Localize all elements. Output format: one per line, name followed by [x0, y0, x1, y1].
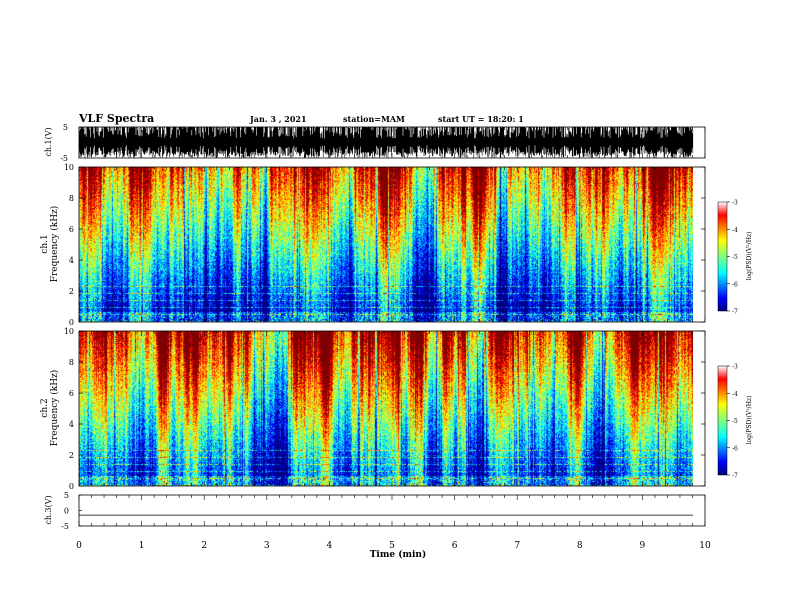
ch1-colorbar-tick-label: -7: [732, 309, 738, 316]
time-axis-label: Time (min): [370, 549, 427, 560]
ch1-spectrogram-ytick-label: 6: [69, 225, 74, 234]
ch1-spectrogram-ytick-label: 2: [69, 287, 74, 296]
x-tick-label: 4: [327, 541, 333, 551]
x-tick-label: 0: [76, 541, 82, 551]
ch2-spectrogram-ytick-label: 4: [69, 420, 74, 429]
x-tick-label: 6: [452, 541, 458, 551]
figure-title: VLF Spectra: [78, 112, 154, 125]
ch2-colorbar-label: log(PSD)(V²/Hz): [746, 396, 753, 445]
station-label: station=MAM: [343, 114, 405, 124]
time-axis-ticks: [78, 127, 706, 526]
ch2-colorbar-scale: [717, 365, 728, 476]
ch2-spectrogram-ytick-label: 10: [64, 327, 74, 336]
ch2-colorbar: -3 -4 -5 -6 -7 log(PSD)(V²/Hz): [717, 364, 753, 480]
ch1-colorbar-tick-label: -5: [732, 254, 738, 261]
ch2-spectrogram-ytick-label: 0: [69, 482, 74, 491]
x-tick-label: 5: [389, 541, 395, 551]
ch3-waveform-ylabel: ch.3(V): [44, 495, 53, 524]
ch1-colorbar-ticks: -3 -4 -5 -6 -7: [727, 200, 738, 316]
ch1-spectrogram-image: [79, 167, 693, 322]
ch2-colorbar-tick-label: -3: [732, 364, 738, 371]
start-time-label: start UT = 18:20: 1: [438, 114, 524, 124]
date-label: Jan. 3 , 2021: [249, 114, 307, 124]
ch2-colorbar-tick-label: -7: [732, 473, 738, 480]
ch2-spectrogram-image: [79, 331, 693, 486]
ch2-spectrogram-panel: 0 2 4 6 8 10 ch.2 Frequency (kHz): [40, 327, 706, 491]
ch2-colorbar-tick-label: -5: [732, 418, 738, 425]
ch1-spectrogram-panel: 0 2 4 6 8 10 ch.1 Frequency (kHz): [40, 163, 706, 327]
ch2-channel-label: ch.2: [40, 398, 50, 417]
ch1-spectrogram-ytick-label: 8: [69, 194, 74, 203]
x-tick-label: 9: [640, 541, 646, 551]
ch1-channel-label: ch.1: [40, 234, 50, 253]
ch1-colorbar-tick-label: -4: [732, 227, 738, 234]
ch1-colorbar: -3 -4 -5 -6 -7 log(PSD)(V²/Hz): [717, 200, 753, 316]
ch2-colorbar-tick-label: -4: [732, 391, 738, 398]
ch2-spectrogram-ytick-label: 8: [69, 358, 74, 367]
ch3-waveform-yticks: 5 0 -5: [61, 491, 82, 531]
ch1-colorbar-scale: [717, 201, 728, 312]
x-tick-label: 3: [264, 541, 270, 551]
ch1-colorbar-tick-label: -6: [732, 281, 738, 288]
ch1-spectrogram-ytick-label: 10: [64, 163, 74, 172]
ch2-frequency-label: Frequency (kHz): [49, 370, 60, 447]
ch1-waveform-line: [79, 127, 694, 158]
ch1-waveform-panel: 5 -5 ch.1(V): [44, 123, 706, 163]
ch2-colorbar-ticks: -3 -4 -5 -6 -7: [727, 364, 738, 480]
time-axis-tick-labels: 0 1 2 3 4 5 6 7 8 9 10: [76, 541, 711, 551]
ch2-spectrogram-yticks: 0 2 4 6 8 10: [64, 327, 705, 491]
ch1-waveform-ylabel: ch.1(V): [44, 127, 53, 156]
ch2-spectrogram-ytick-label: 2: [69, 451, 74, 460]
ch3-waveform-panel: 5 0 -5 ch.3(V): [44, 491, 706, 531]
ch1-colorbar-label: log(PSD)(V²/Hz): [746, 232, 753, 281]
ch2-spectrogram-ytick-label: 6: [69, 389, 74, 398]
ch1-ytick-bottom: -5: [60, 154, 68, 163]
ch1-spectrogram-ytick-label: 4: [69, 256, 74, 265]
ch1-waveform-trace: [79, 127, 694, 158]
x-tick-label: 8: [577, 541, 583, 551]
ch2-colorbar-tick-label: -6: [732, 445, 738, 452]
x-tick-label: 2: [201, 541, 207, 551]
x-tick-label: 10: [699, 541, 711, 551]
ch1-spectrogram-ytick-label: 0: [69, 318, 74, 327]
ch1-spectrogram-yticks: 0 2 4 6 8 10: [64, 163, 705, 327]
ch3-ytick-label: 0: [64, 507, 69, 516]
ch3-ytick-label: 5: [64, 491, 69, 500]
ch1-ytick-top: 5: [63, 123, 68, 132]
ch1-frequency-label: Frequency (kHz): [49, 206, 60, 283]
x-tick-label: 7: [514, 541, 520, 551]
x-tick-label: 1: [139, 541, 145, 551]
ch1-colorbar-tick-label: -3: [732, 200, 738, 207]
ch3-ytick-label: -5: [61, 522, 69, 531]
